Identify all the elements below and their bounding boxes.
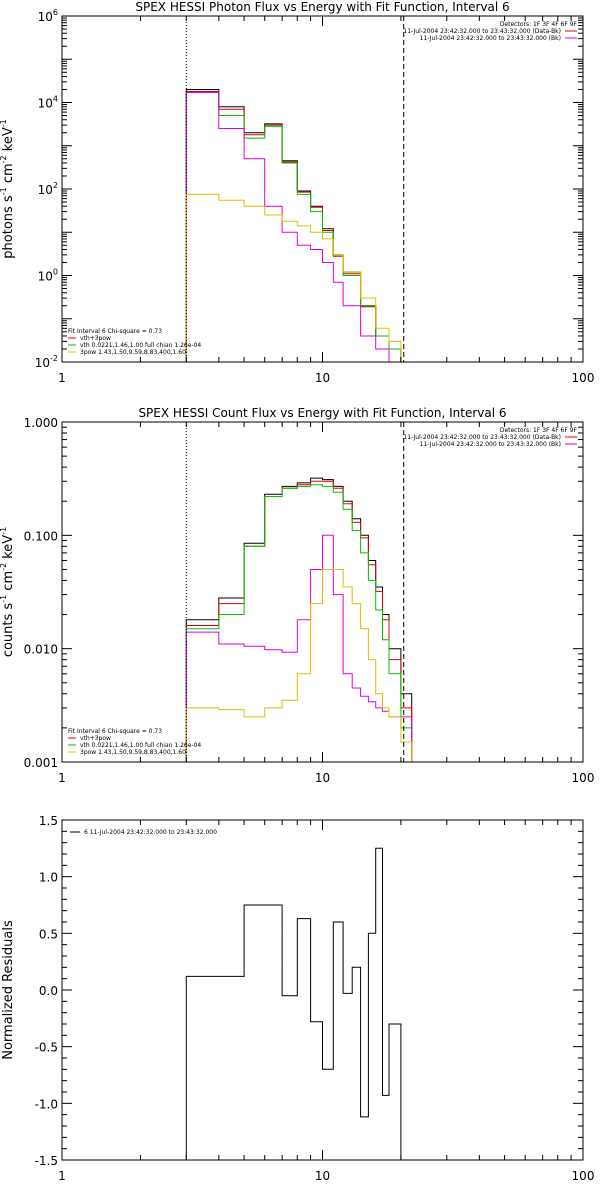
y-axis-label-exponent: -1 [0, 187, 8, 195]
y-axis-label-exponent: -2 [0, 563, 8, 571]
legend-bottom-left-text: vth+3pow [80, 335, 111, 342]
legend-bottom-left-text: 3pow 1.43,1.50,9.59,8.83,400,1.60 [80, 349, 186, 356]
legend-top-right-text: Detectors: 1F 3F 4F 6F 9F [500, 21, 578, 28]
y-axis-label-exponent: -1 [0, 595, 8, 603]
y-tick-exponent: 6 [53, 8, 58, 17]
y-tick-base: 10 [35, 356, 50, 370]
y-axis-label: photons s-1 cm-2 keV-1 [0, 119, 16, 258]
y-tick-base: 10 [38, 10, 53, 24]
x-tick-label: 100 [572, 371, 595, 385]
legend-top-right-text: Detectors: 1F 3F 4F 6F 9F [500, 427, 578, 434]
y-tick-label: 0.100 [24, 529, 58, 543]
y-tick-base: 10 [38, 270, 53, 284]
legend-top-left-text: 6 11-Jul-2004 23:42:32.000 to 23:43:32.0… [84, 829, 217, 836]
x-tick-label: 1 [58, 1169, 66, 1183]
y-tick-label: 1.5 [39, 814, 58, 828]
legend-bottom-left-text: vth 0.0221,1.46,1.00 full chian 1.26e-04 [80, 742, 201, 749]
x-tick-label: 100 [572, 1169, 595, 1183]
y-tick-label: 0.001 [24, 756, 58, 770]
x-tick-label: 1 [58, 371, 66, 385]
legend-bottom-left-text: vth+3pow [80, 735, 111, 742]
y-tick-label: -1.0 [35, 1097, 58, 1111]
y-tick-label: -1.5 [35, 1154, 58, 1168]
y-axis-label-part: cm [1, 571, 16, 595]
y-axis-label-part: photons s [1, 195, 16, 259]
x-tick-label: 100 [572, 771, 595, 785]
y-tick-exponent: -2 [50, 354, 58, 363]
y-tick-label: 106 [38, 8, 58, 24]
y-tick-base: 10 [38, 183, 53, 197]
x-tick-label: 10 [315, 371, 330, 385]
legend-top-right-text: 11-Jul-2004 23:42:32.000 to 23:43:32.000… [420, 35, 561, 42]
y-axis-label: counts s-1 cm-2 keV-1 [0, 527, 16, 657]
y-axis-label-exponent: -1 [0, 119, 8, 127]
y-tick-exponent: 0 [53, 268, 58, 277]
series-line-red [185, 480, 413, 762]
legend-bottom-left-text: 3pow 1.43,1.50,9.59,8.83,400,1.60 [80, 749, 186, 756]
chart-title: SPEX HESSI Photon Flux vs Energy with Fi… [135, 0, 509, 14]
legend-bottom-left-text: Fit Interval 6 Chi-square = 0.73 [68, 728, 162, 735]
x-tick-label: 10 [315, 1169, 330, 1183]
chart-3: 1 10 100 1.5 1.0 0.5 0.0 -0.5 -1.0 -1.5 Normalized… [1, 814, 594, 1183]
y-tick-label: 102 [38, 181, 58, 197]
series-line-black [185, 847, 402, 1160]
y-tick-exponent: 2 [53, 181, 58, 190]
series-line-yellow [185, 193, 412, 363]
y-tick-exponent: 4 [53, 95, 58, 104]
y-tick-label: 0.0 [39, 984, 58, 998]
plot-frame [61, 15, 584, 363]
legend-bottom-left-text: Fit Interval 6 Chi-square = 0.73 [68, 328, 162, 335]
y-tick-base: 10 [38, 97, 53, 111]
chart-title: SPEX HESSI Count Flux vs Energy with Fit… [138, 406, 506, 420]
legend-top-right-text: 11-Jul-2004 23:42:32.000 to 23:43:32.000… [403, 434, 561, 441]
y-axis-label-exponent: -1 [0, 527, 8, 535]
series-line-magenta [185, 534, 413, 762]
y-axis-label-part: counts s [1, 603, 16, 658]
y-axis-label-exponent: -2 [0, 155, 8, 163]
chart-1: SPEX HESSI Photon Flux vs Energy with Fi… [0, 0, 594, 385]
y-tick-label: 0.5 [39, 927, 58, 941]
y-tick-label: -0.5 [35, 1041, 58, 1055]
legend-bottom-left-text: vth 0.0221,1.46,1.00 full chian 1.26e-04 [80, 342, 201, 349]
series-line-magenta [185, 92, 412, 363]
y-axis-label-part: keV [1, 535, 16, 563]
series-line-red [185, 91, 412, 363]
chart-2: SPEX HESSI Count Flux vs Energy with Fit… [0, 406, 594, 785]
y-axis-label: Normalized Residuals [1, 920, 16, 1060]
x-tick-label: 10 [315, 771, 330, 785]
y-tick-label: 1.000 [24, 416, 58, 430]
y-tick-label: 100 [38, 268, 58, 284]
series-line-yellow [185, 569, 413, 762]
series-line-green [185, 484, 413, 762]
y-axis-label-part: keV [1, 127, 16, 155]
plot-frame [61, 819, 584, 1161]
legend-top-right-text: 11-Jul-2004 23:42:32.000 to 23:43:32.000… [403, 28, 561, 35]
y-tick-label: 1.0 [39, 871, 58, 885]
legend-top-right-text: 11-Jul-2004 23:42:32.000 to 23:43:32.000… [420, 441, 561, 448]
y-axis-label-part: cm [1, 163, 16, 187]
series-line-black [185, 477, 413, 762]
x-tick-label: 1 [58, 771, 66, 785]
series-line-green [185, 92, 412, 363]
y-tick-label: 104 [38, 95, 58, 111]
y-tick-label: 0.010 [24, 643, 58, 657]
y-tick-label: 10-2 [35, 354, 58, 370]
